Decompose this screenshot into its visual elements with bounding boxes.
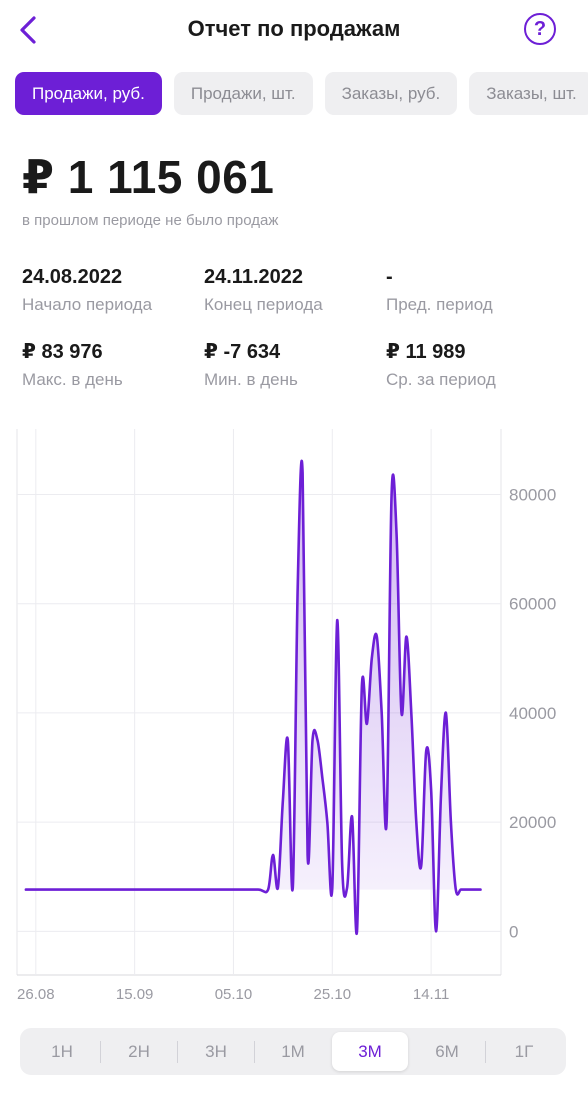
stat-label: Мин. в день xyxy=(204,370,298,389)
stat-min-per-day: ₽ -7 634 Мин. в день xyxy=(204,339,384,390)
y-tick-label: 0 xyxy=(509,922,518,941)
stat-label: Макс. в день xyxy=(22,370,123,389)
x-tick-label: 05.10 xyxy=(215,986,253,1003)
stat-value: ₽ 83 976 xyxy=(22,341,103,363)
y-tick-label: 20000 xyxy=(509,813,556,832)
period-note: в прошлом периоде не было продаж xyxy=(22,212,279,229)
x-tick-label: 15.09 xyxy=(116,986,154,1003)
tab-orders-pcs[interactable]: Заказы, шт. xyxy=(469,72,588,115)
stat-label: Ср. за период xyxy=(386,370,496,389)
page-title: Отчет по продажам xyxy=(187,16,401,41)
tab-orders-rub[interactable]: Заказы, руб. xyxy=(324,72,458,115)
y-tick-label: 80000 xyxy=(509,486,556,505)
header: Отчет по продажам ? xyxy=(0,0,588,60)
stat-prev-period: - Пред. период xyxy=(386,264,566,315)
chevron-left-icon xyxy=(20,16,36,44)
period-divider xyxy=(177,1040,178,1063)
period-divider xyxy=(100,1040,101,1063)
tab-sales-pcs[interactable]: Продажи, шт. xyxy=(173,72,313,115)
period-selector: 1Н 2Н 3Н 1М 3М 6М 1Г xyxy=(20,1028,566,1075)
stat-label: Пред. период xyxy=(386,295,493,314)
metric-tabs: Продажи, руб. Продажи, шт. Заказы, руб. Зак… xyxy=(15,72,588,116)
period-1w[interactable]: 1Н xyxy=(51,1042,73,1061)
total-amount: ₽ 1 115 061 xyxy=(22,151,275,203)
period-3w[interactable]: 3Н xyxy=(205,1042,227,1061)
stat-value: - xyxy=(386,266,393,288)
x-tick-label: 26.08 xyxy=(17,986,55,1003)
question-circle-icon: ? xyxy=(533,17,547,40)
back-button[interactable] xyxy=(12,10,44,50)
sales-area xyxy=(25,460,481,934)
stat-value: 24.08.2022 xyxy=(22,266,123,288)
stat-value: 24.11.2022 xyxy=(204,266,303,288)
tab-sales-rub[interactable]: Продажи, руб. xyxy=(15,72,162,115)
x-tick-label: 14.11 xyxy=(413,986,449,1003)
y-tick-label: 60000 xyxy=(509,595,556,614)
stat-label: Конец периода xyxy=(204,295,323,314)
period-2w[interactable]: 2Н xyxy=(128,1042,150,1061)
period-1y[interactable]: 1Г xyxy=(514,1042,534,1061)
stat-period-end: 24.11.2022 Конец периода xyxy=(204,264,384,315)
period-1m[interactable]: 1М xyxy=(281,1042,305,1061)
y-tick-label: 40000 xyxy=(509,704,556,723)
help-button[interactable]: ? xyxy=(524,13,556,45)
stat-max-per-day: ₽ 83 976 Макс. в день xyxy=(22,339,202,390)
sales-line xyxy=(24,459,482,936)
period-3m[interactable]: 3М xyxy=(332,1032,408,1071)
period-divider xyxy=(254,1040,255,1063)
x-tick-label: 25.10 xyxy=(314,986,352,1003)
stat-value: ₽ -7 634 xyxy=(204,341,281,363)
stat-label: Начало периода xyxy=(22,295,153,314)
period-6m[interactable]: 6М xyxy=(435,1042,459,1061)
stat-period-start: 24.08.2022 Начало периода xyxy=(22,264,202,315)
sales-chart[interactable]: 0 20000 40000 60000 80000 26.08 15.09 05.10 25.1… xyxy=(0,425,588,1015)
stat-avg-per-period: ₽ 11 989 Ср. за период xyxy=(386,339,566,390)
stat-value: ₽ 11 989 xyxy=(386,341,466,363)
period-divider xyxy=(485,1040,486,1063)
